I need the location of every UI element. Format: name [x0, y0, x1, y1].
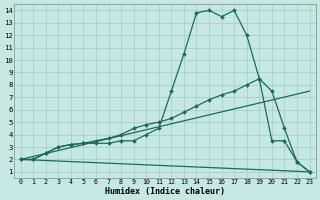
X-axis label: Humidex (Indice chaleur): Humidex (Indice chaleur)	[105, 187, 225, 196]
